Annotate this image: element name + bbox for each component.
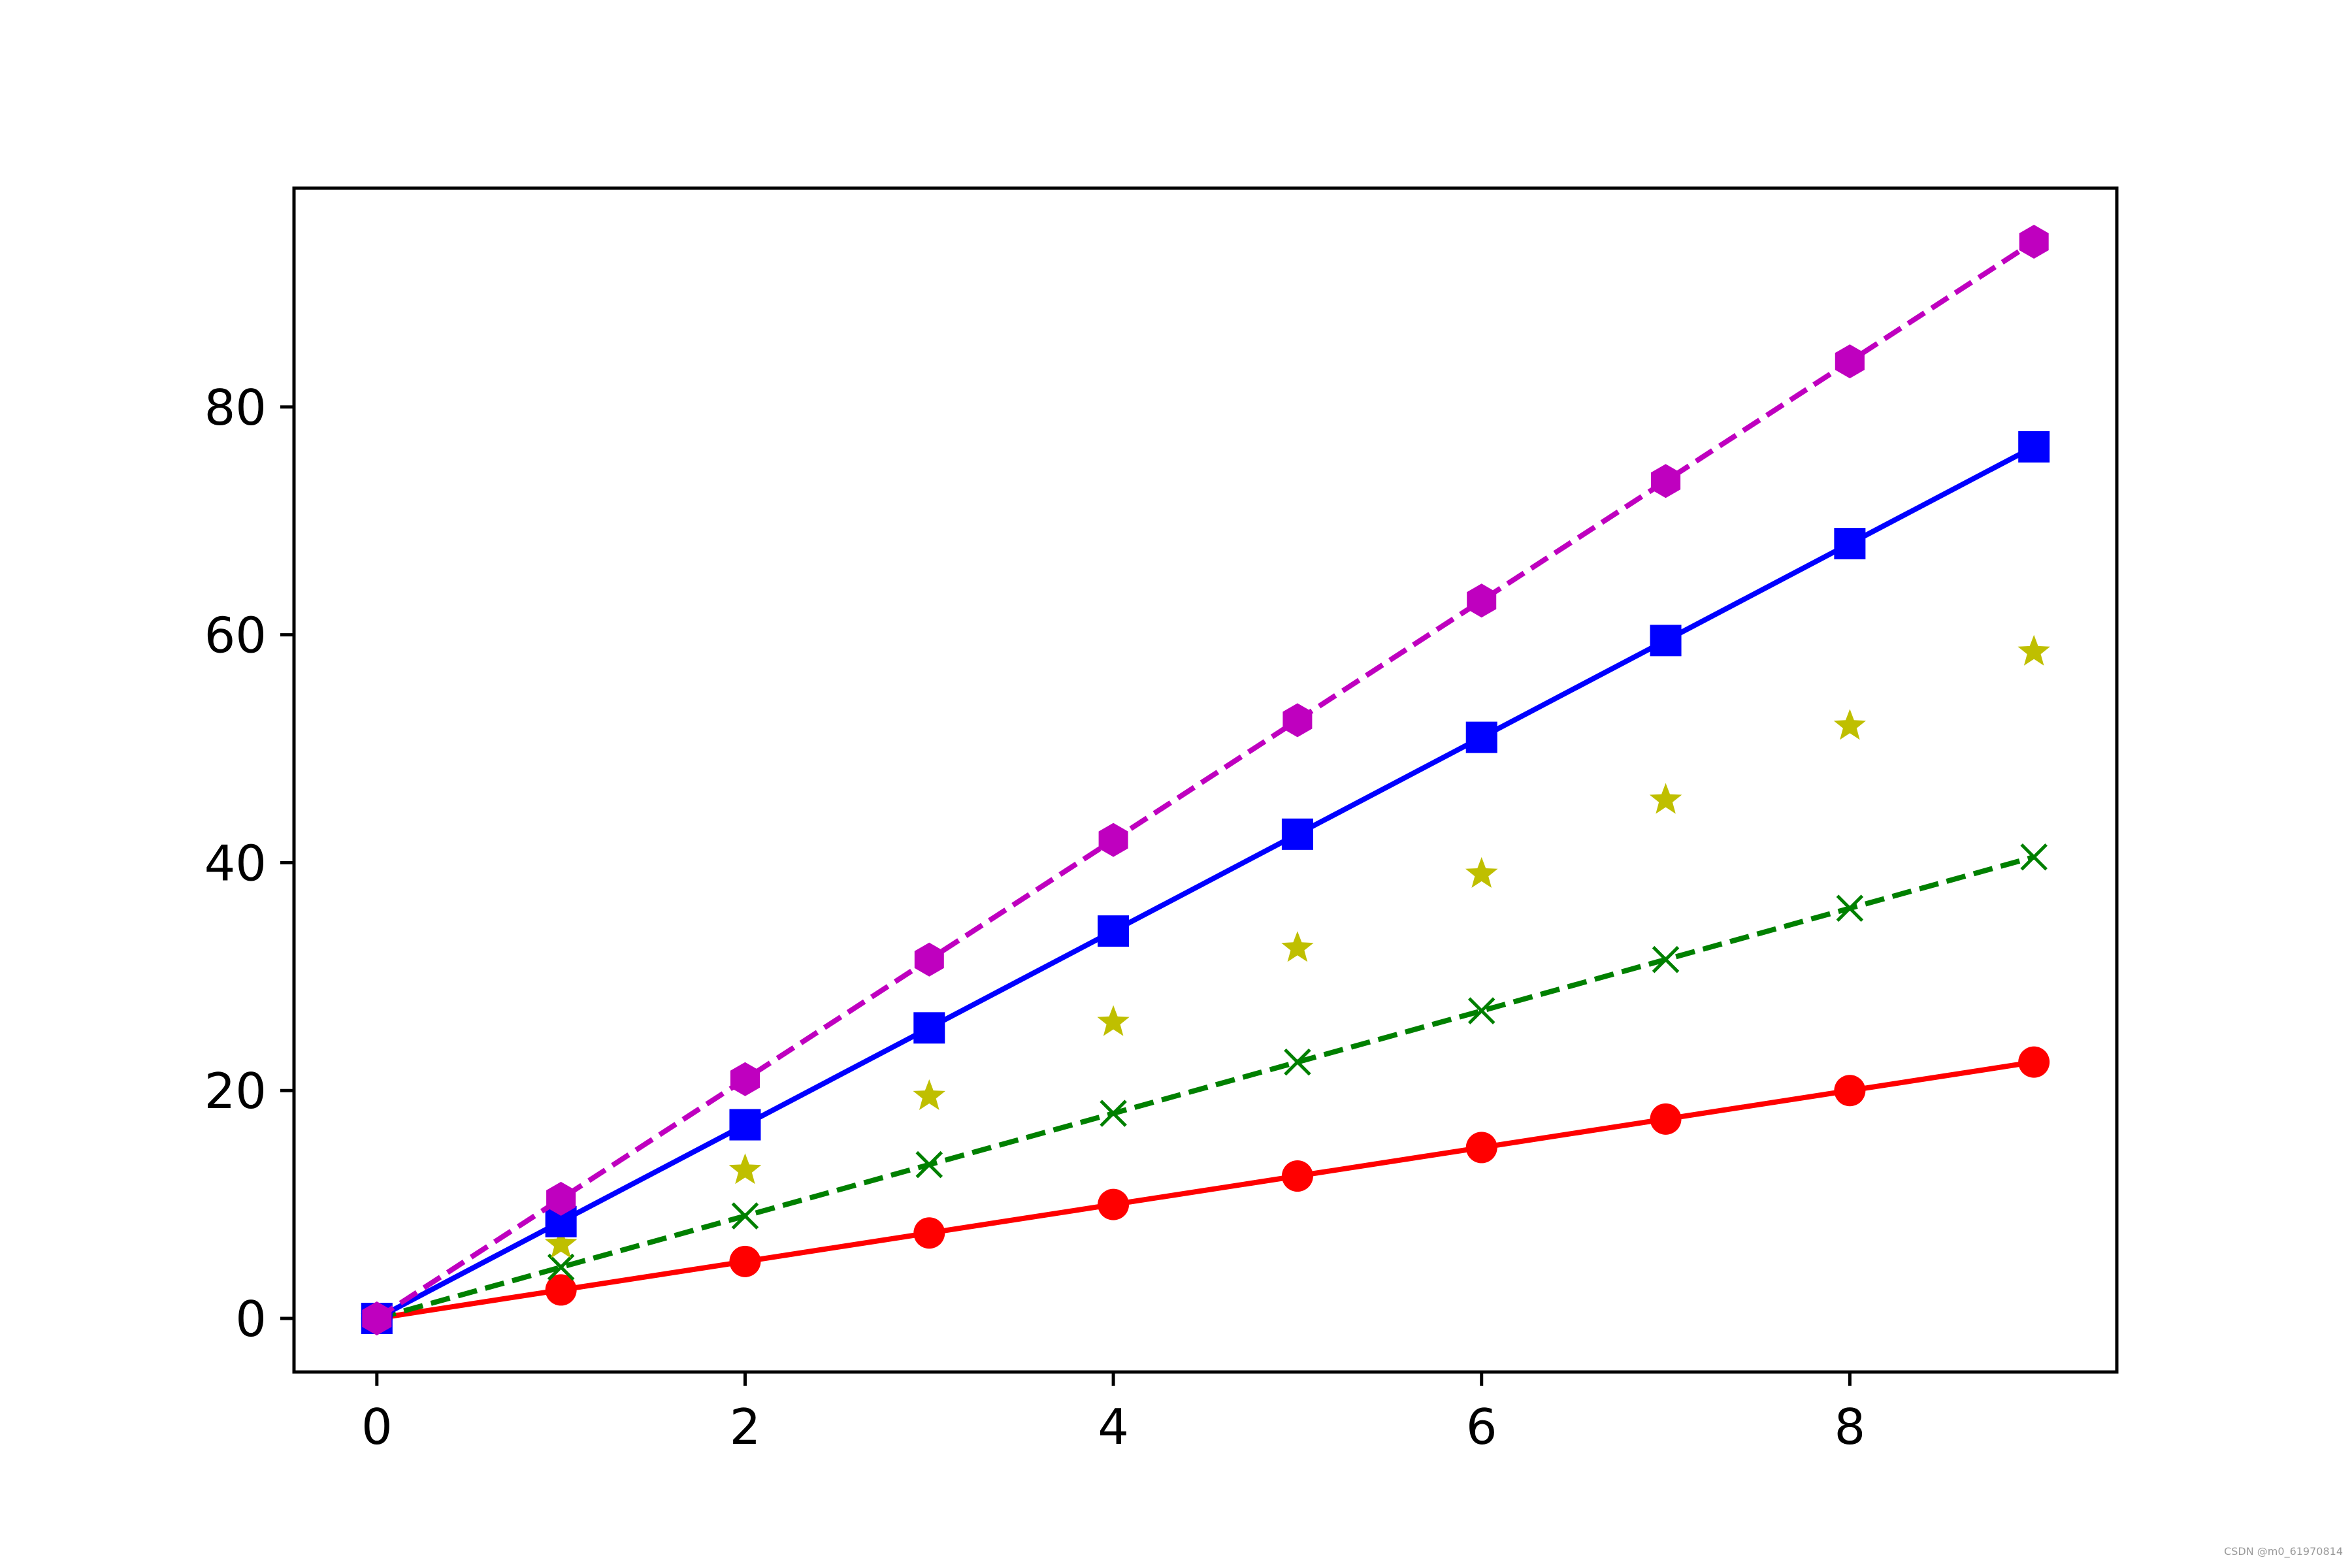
data-point	[728, 1153, 762, 1184]
data-point	[1834, 528, 1866, 560]
y-axis-ticks: 0 20 40 60 80	[204, 379, 294, 1348]
y-tick-label: 20	[204, 1062, 267, 1120]
data-point	[913, 1012, 945, 1044]
data-point	[2018, 1046, 2050, 1078]
x-tick-label: 4	[1098, 1398, 1129, 1456]
series-line	[376, 854, 2035, 1321]
data-point	[2017, 634, 2050, 666]
x-tick-label: 0	[361, 1398, 393, 1456]
series-1	[363, 843, 2048, 1332]
data-point	[1281, 931, 1314, 962]
series-3	[361, 431, 2050, 1335]
data-point	[1651, 464, 1681, 498]
x-axis-ticks: 0 2 4 6 8	[361, 1372, 1865, 1456]
data-point	[913, 1079, 945, 1110]
series-2	[361, 634, 2050, 1333]
plot-frame	[292, 186, 2119, 1374]
data-point	[1649, 783, 1682, 814]
data-point	[1281, 1160, 1313, 1192]
data-point	[1650, 625, 1682, 657]
series-4	[362, 225, 2049, 1335]
data-point	[729, 1109, 761, 1141]
data-point	[1467, 997, 1495, 1024]
data-point	[1282, 703, 1313, 738]
y-tick-label: 80	[204, 379, 267, 436]
data-point	[1284, 1048, 1311, 1076]
data-point	[1098, 915, 1130, 947]
data-point	[729, 1245, 761, 1277]
data-point	[913, 1217, 945, 1249]
data-point	[544, 1227, 578, 1258]
series-line	[375, 444, 2036, 1321]
x-tick-label: 8	[1835, 1398, 1866, 1456]
data-point	[547, 1253, 575, 1281]
data-point	[2020, 843, 2048, 871]
data-point	[1834, 1075, 1866, 1107]
data-point	[1467, 583, 1497, 618]
series-line	[376, 1059, 2034, 1321]
data-point	[1281, 818, 1313, 850]
data-point	[2019, 225, 2049, 259]
data-point	[1650, 1103, 1682, 1135]
data-point	[1097, 1005, 1130, 1036]
data-point	[730, 1062, 760, 1096]
data-point	[1836, 894, 1864, 922]
data-point	[731, 1202, 759, 1230]
data-point	[915, 1151, 943, 1179]
series-layer	[361, 225, 2050, 1335]
y-tick-label: 0	[235, 1290, 267, 1348]
data-point	[1465, 1132, 1497, 1164]
data-point	[2018, 431, 2050, 463]
x-tick-label: 2	[730, 1398, 761, 1456]
data-point	[1098, 1188, 1130, 1220]
data-point	[545, 1274, 577, 1306]
y-tick-label: 40	[204, 834, 267, 892]
series-line	[375, 239, 2036, 1321]
data-point	[1652, 945, 1680, 973]
data-point	[1835, 344, 1865, 379]
data-point	[1100, 1100, 1127, 1127]
data-point	[914, 942, 944, 977]
data-point	[1465, 857, 1498, 888]
data-point	[1833, 709, 1867, 740]
x-tick-label: 6	[1466, 1398, 1497, 1456]
watermark: CSDN @m0_61970814	[2224, 1545, 2343, 1558]
y-tick-label: 60	[204, 607, 267, 664]
data-point	[362, 1301, 392, 1335]
data-point	[1465, 721, 1497, 753]
data-point	[546, 1181, 576, 1216]
data-point	[1098, 823, 1128, 857]
